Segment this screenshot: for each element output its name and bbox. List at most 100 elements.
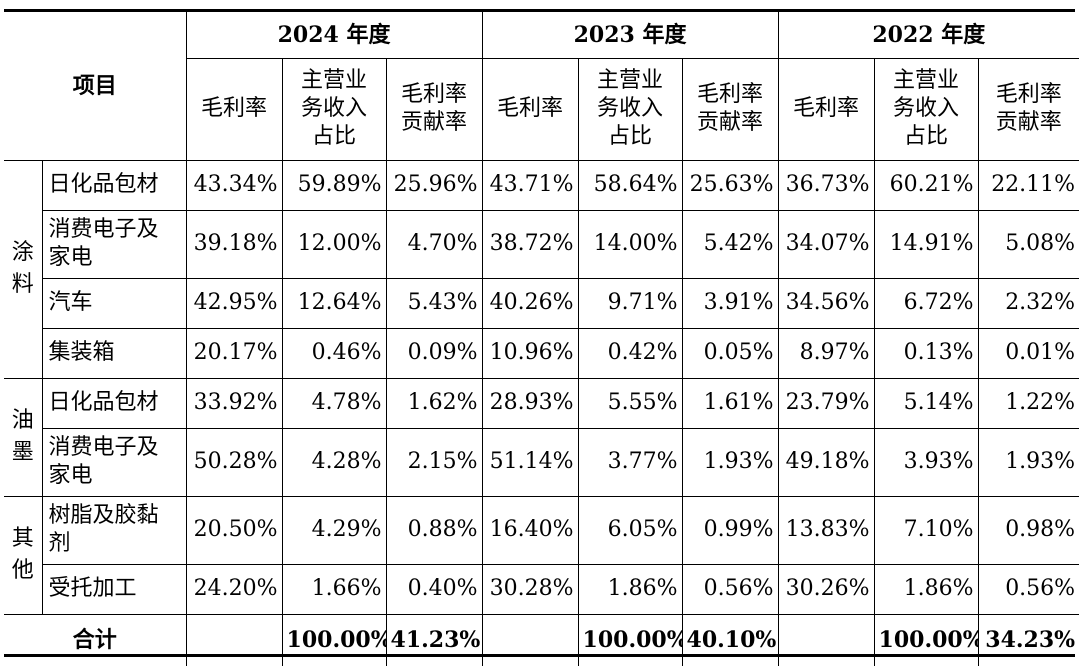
subheader-cell: 毛利率 — [481, 57, 579, 161]
value-cell: 51.14% — [481, 427, 579, 497]
subheader-cell: 毛利率 — [777, 57, 875, 161]
table-body: 涂料日化品包材 43.34% 59.89% 25.96% 43.71% 58.64% 25.… — [4, 159, 1080, 615]
total-value-cell — [777, 613, 875, 666]
value-cell: 24.20% — [185, 563, 283, 615]
value-cell: 6.72% — [873, 277, 979, 329]
value-cell: 1.93% — [977, 427, 1080, 497]
table-row: 集装箱 20.17% 0.46% 0.09% 10.96% 0.42% 0.05% 8.97%… — [4, 327, 1080, 379]
table-row: 汽车 42.95% 12.64% 5.43% 40.26% 9.71% 3.91% 34.56… — [4, 277, 1080, 329]
value-cell: 5.08% — [977, 209, 1080, 279]
value-cell: 4.29% — [281, 495, 387, 565]
value-cell: 0.09% — [385, 327, 483, 379]
total-value-cell: 40.10% — [681, 613, 779, 666]
value-cell: 2.15% — [385, 427, 483, 497]
value-cell: 3.91% — [681, 277, 779, 329]
value-cell: 36.73% — [777, 159, 875, 211]
value-cell: 28.93% — [481, 377, 579, 429]
header-year-2024: 2024 年度 — [185, 12, 483, 59]
value-cell: 20.50% — [185, 495, 283, 565]
value-cell: 1.86% — [577, 563, 683, 615]
value-cell: 42.95% — [185, 277, 283, 329]
row-label: 集装箱 — [42, 327, 187, 379]
value-cell: 30.26% — [777, 563, 875, 615]
value-cell: 40.26% — [481, 277, 579, 329]
value-cell: 50.28% — [185, 427, 283, 497]
value-cell: 5.55% — [577, 377, 683, 429]
value-cell: 1.66% — [281, 563, 387, 615]
value-cell: 5.43% — [385, 277, 483, 329]
value-cell: 0.40% — [385, 563, 483, 615]
value-cell: 5.42% — [681, 209, 779, 279]
header-year-2023: 2023 年度 — [481, 12, 779, 59]
value-cell: 0.56% — [977, 563, 1080, 615]
row-label: 消费电子及 家电 — [42, 209, 187, 279]
value-cell: 25.63% — [681, 159, 779, 211]
total-row: 合计 100.00% 41.23% 100.00% 40.10% 100.00% 34.2… — [4, 613, 1080, 666]
total-value-cell — [185, 613, 283, 666]
table-row: 消费电子及 家电 50.28% 4.28% 2.15% 51.14% 3.77% 1.93% 4… — [4, 427, 1080, 497]
value-cell: 0.46% — [281, 327, 387, 379]
subheader-cell: 毛利率 贡献率 — [385, 57, 483, 161]
value-cell: 2.32% — [977, 277, 1080, 329]
table-container: 项目 2024 年度 2023 年度 2022 年度 毛利率 主营业 务收入 占比 毛利… — [4, 9, 1080, 666]
value-cell: 22.11% — [977, 159, 1080, 211]
value-cell: 30.28% — [481, 563, 579, 615]
value-cell: 9.71% — [577, 277, 683, 329]
value-cell: 1.61% — [681, 377, 779, 429]
row-label: 日化品包材 — [41, 377, 187, 429]
value-cell: 0.13% — [873, 327, 979, 379]
value-cell: 43.34% — [185, 159, 283, 211]
value-cell: 25.96% — [385, 159, 483, 211]
row-label: 汽车 — [42, 277, 187, 329]
value-cell: 1.62% — [385, 377, 483, 429]
value-cell: 16.40% — [481, 495, 579, 565]
group-label: 油墨 — [4, 377, 43, 497]
row-label: 树脂及胶黏剂 — [41, 495, 187, 565]
value-cell: 0.05% — [681, 327, 779, 379]
total-value-cell: 100.00% — [873, 613, 979, 666]
value-cell: 3.93% — [873, 427, 979, 497]
total-value-cell: 100.00% — [281, 613, 387, 666]
subheader-cell: 主营业 务收入 占比 — [577, 57, 683, 161]
value-cell: 23.79% — [777, 377, 875, 429]
value-cell: 12.00% — [281, 209, 387, 279]
header-year-2022: 2022 年度 — [777, 12, 1080, 59]
value-cell: 49.18% — [777, 427, 875, 497]
value-cell: 1.22% — [977, 377, 1080, 429]
value-cell: 1.93% — [681, 427, 779, 497]
value-cell: 20.17% — [185, 327, 283, 379]
value-cell: 0.99% — [681, 495, 779, 565]
value-cell: 12.64% — [281, 277, 387, 329]
value-cell: 34.56% — [777, 277, 875, 329]
gross-margin-table: 项目 2024 年度 2023 年度 2022 年度 毛利率 主营业 务收入 占比 毛利… — [4, 12, 1080, 666]
subheader-cell: 毛利率 贡献率 — [977, 57, 1080, 161]
header-item: 项目 — [4, 12, 187, 161]
subheader-cell: 毛利率 — [186, 57, 283, 161]
value-cell: 7.10% — [873, 495, 979, 565]
value-cell: 0.01% — [977, 327, 1080, 379]
value-cell: 4.78% — [281, 377, 387, 429]
value-cell: 13.83% — [777, 495, 875, 565]
subheader-cell: 主营业 务收入 占比 — [873, 57, 979, 161]
row-label: 受托加工 — [42, 563, 187, 615]
value-cell: 8.97% — [777, 327, 875, 379]
table-row: 涂料日化品包材 43.34% 59.89% 25.96% 43.71% 58.64% 25.… — [4, 159, 1080, 379]
total-value-cell: 41.23% — [385, 613, 483, 666]
value-cell: 14.00% — [577, 209, 683, 279]
table-row: 消费电子及 家电 39.18% 12.00% 4.70% 38.72% 14.00% 5.42… — [4, 209, 1080, 279]
value-cell: 0.98% — [977, 495, 1080, 565]
value-cell: 38.72% — [481, 209, 579, 279]
table-row: 受托加工 24.20% 1.66% 0.40% 30.28% 1.86% 0.56% 30.2… — [4, 563, 1080, 615]
group-label: 涂料 — [4, 159, 43, 379]
value-cell: 4.70% — [385, 209, 483, 279]
subheader-row: 毛利率 主营业 务收入 占比 毛利率 贡献率 毛利率 主营业 务收入 占比 毛利率 贡献率 毛利率 主营业… — [4, 57, 1080, 161]
value-cell: 5.14% — [873, 377, 979, 429]
value-cell: 0.42% — [577, 327, 683, 379]
total-value-cell: 34.23% — [977, 613, 1080, 666]
value-cell: 60.21% — [873, 159, 979, 211]
group-label: 其他 — [4, 495, 43, 615]
table-row: 油墨日化品包材 33.92% 4.78% 1.62% 28.93% 5.55% 1.61% 2… — [4, 377, 1080, 497]
value-cell: 6.05% — [577, 495, 683, 565]
value-cell: 14.91% — [873, 209, 979, 279]
total-value-cell: 100.00% — [577, 613, 683, 666]
